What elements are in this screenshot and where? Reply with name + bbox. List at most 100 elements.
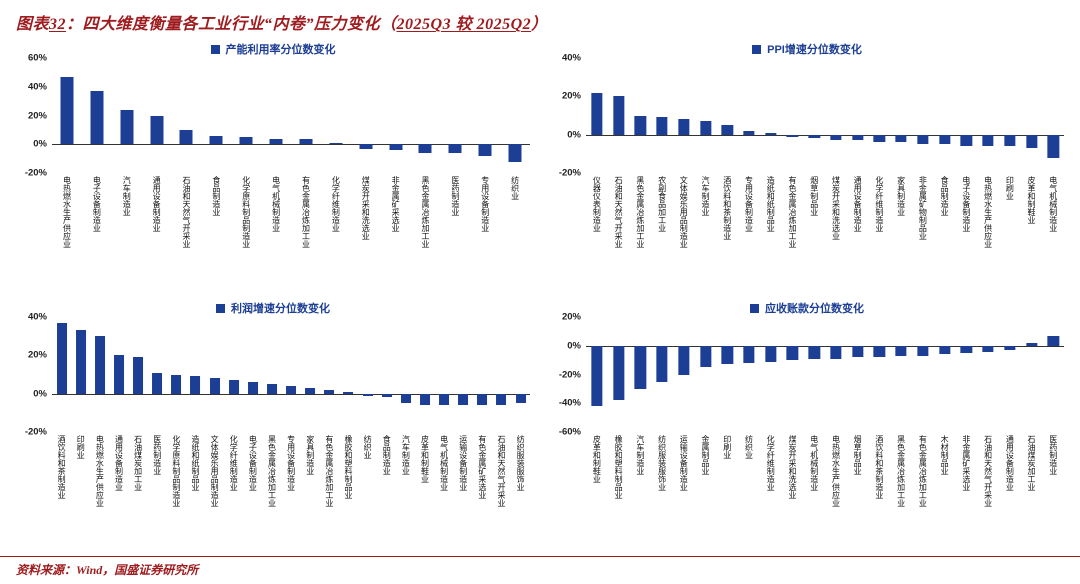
bar-slot <box>673 317 695 432</box>
axis-spacer <box>16 435 52 549</box>
x-axis-label: 纺织业 <box>510 176 520 200</box>
bar <box>808 345 820 359</box>
bar <box>1047 335 1059 346</box>
x-label-slot: 化学原料制品制造业 <box>167 435 186 549</box>
bar <box>60 76 74 145</box>
bar-slot <box>261 58 291 173</box>
x-axis-label: 橡胶和塑料制品业 <box>614 435 624 499</box>
x-label-slot: 石油和天然气开采业 <box>492 435 511 549</box>
x-label-slot: 文体娱乐用品制造业 <box>205 435 224 549</box>
y-tick-label: 60% <box>27 52 47 64</box>
bar-slot <box>112 58 142 173</box>
x-label-slot: 电气机械制造业 <box>261 176 291 290</box>
x-label-slot: 家具制造业 <box>301 435 320 549</box>
charts-grid: 产能利用率分位数变化 60% 40% 20% 0% -20% 电热燃水生产供应业 电子设备… <box>0 36 1080 554</box>
bar-slot <box>52 58 82 173</box>
x-label-slot: 通用设备制造业 <box>142 176 172 290</box>
y-tick-label: 40% <box>561 52 581 64</box>
x-label-slot: 石油和天然气开采业 <box>608 176 630 290</box>
source-note: 资料来源：Wind，国盛证券研究所 <box>0 556 1080 584</box>
x-label-slot: 化学纤维制造业 <box>321 176 351 290</box>
x-axis-label: 家具制造业 <box>305 435 315 475</box>
bar-slot <box>738 317 760 432</box>
bar <box>938 345 951 355</box>
bar-slot <box>586 58 608 173</box>
bar <box>721 125 733 135</box>
x-axis-label: 电气机械制造业 <box>271 176 281 232</box>
bar-slot <box>262 317 281 432</box>
bar-slot <box>977 58 999 173</box>
bar <box>299 138 313 145</box>
x-axis-label: 专用设备制造业 <box>480 176 490 232</box>
bar <box>359 144 373 149</box>
x-axis-label: 汽车制造业 <box>701 176 711 216</box>
bar-slot <box>1021 58 1043 173</box>
bar-slot <box>999 58 1021 173</box>
bar <box>458 393 469 406</box>
figure-title: 图表32：四大维度衡量各工业行业“内卷”压力变化（2025Q3 较 2025Q2… <box>16 16 548 33</box>
x-label-slot: 电子设备制造业 <box>243 435 262 549</box>
legend-accounts-receivable: 应收账款分位数变化 <box>550 299 1064 317</box>
x-label-slot: 黑色金属冶炼加工业 <box>411 176 441 290</box>
bar <box>938 134 951 145</box>
bar <box>699 121 712 135</box>
bar-slot <box>71 317 90 432</box>
bar-slot <box>782 317 804 432</box>
bar <box>721 345 733 365</box>
x-label-slot: 文体娱乐用品制造业 <box>673 176 695 290</box>
x-axis-row: 仪器仪表制造业 石油和天然气开采业 黑色金属冶炼加工业 农副食品加工业 文体娱乐用品制造… <box>550 176 1064 290</box>
x-axis-labels: 电热燃水生产供应业 电子设备制造业 汽车制造业 通用设备制造业 石油和天然气开采业 食品制… <box>52 176 530 290</box>
bar-slot <box>186 317 205 432</box>
x-label-slot: 家具制造业 <box>890 176 912 290</box>
y-tick-label: -20% <box>24 167 47 179</box>
x-axis-label: 木材制品业 <box>940 435 950 475</box>
x-axis-label: 汽车制造业 <box>122 176 132 216</box>
x-label-slot: 电气机械制造业 <box>803 435 825 549</box>
bar-slot <box>454 317 473 432</box>
legend-ppi-growth: PPI增速分位数变化 <box>550 40 1064 58</box>
bar <box>612 345 625 401</box>
bar-slot <box>381 58 411 173</box>
legend-marker-icon <box>210 44 220 54</box>
x-label-slot: 非金属矿采选业 <box>381 176 411 290</box>
y-tick-label: -20% <box>558 167 581 179</box>
x-label-slot: 电气机械制造业 <box>1042 176 1064 290</box>
x-axis-label: 文体娱乐用品制造业 <box>210 435 220 507</box>
bar <box>830 134 842 141</box>
bar <box>982 345 994 352</box>
bar <box>152 372 163 394</box>
bar-slot <box>629 58 651 173</box>
x-label-slot: 皮革和制鞋业 <box>1021 176 1043 290</box>
bar <box>895 345 907 356</box>
bar-slot <box>955 317 977 432</box>
bar-slot <box>890 317 912 432</box>
x-label-slot: 医药制造业 <box>148 435 167 549</box>
bar-slot <box>339 317 358 432</box>
x-axis-label: 电热燃水生产供应业 <box>831 435 841 507</box>
bar <box>656 345 668 382</box>
x-axis-label: 电子设备制造业 <box>961 176 971 232</box>
bar <box>209 135 223 145</box>
x-label-slot: 医药制造业 <box>440 176 470 290</box>
x-axis-labels: 仪器仪表制造业 石油和天然气开采业 黑色金属冶炼加工业 农副食品加工业 文体娱乐用品制造… <box>586 176 1064 290</box>
y-tick-label: 0% <box>567 129 581 141</box>
y-axis: 20% 0% -20% -40% -60% <box>550 312 586 438</box>
x-label-slot: 煤炭开采和洗选业 <box>782 435 804 549</box>
x-label-slot: 酒饮料和茶制造业 <box>52 435 71 549</box>
bar <box>852 134 864 141</box>
bar <box>239 137 253 145</box>
bar <box>419 393 430 406</box>
x-axis-label: 电热燃水生产供应业 <box>983 176 993 248</box>
plot-area <box>52 58 530 173</box>
x-axis-label: 仪器仪表制造业 <box>592 176 602 232</box>
bar-slot <box>320 317 339 432</box>
legend-capacity-utilization: 产能利用率分位数变化 <box>16 40 530 58</box>
bar <box>269 138 283 145</box>
bar-slot <box>396 317 415 432</box>
x-axis-label: 医药制造业 <box>152 435 162 475</box>
bar-slot <box>231 58 261 173</box>
bar-slot <box>890 58 912 173</box>
bar <box>515 393 526 404</box>
x-label-slot: 黑色金属冶炼加工业 <box>262 435 281 549</box>
bar <box>960 134 972 147</box>
